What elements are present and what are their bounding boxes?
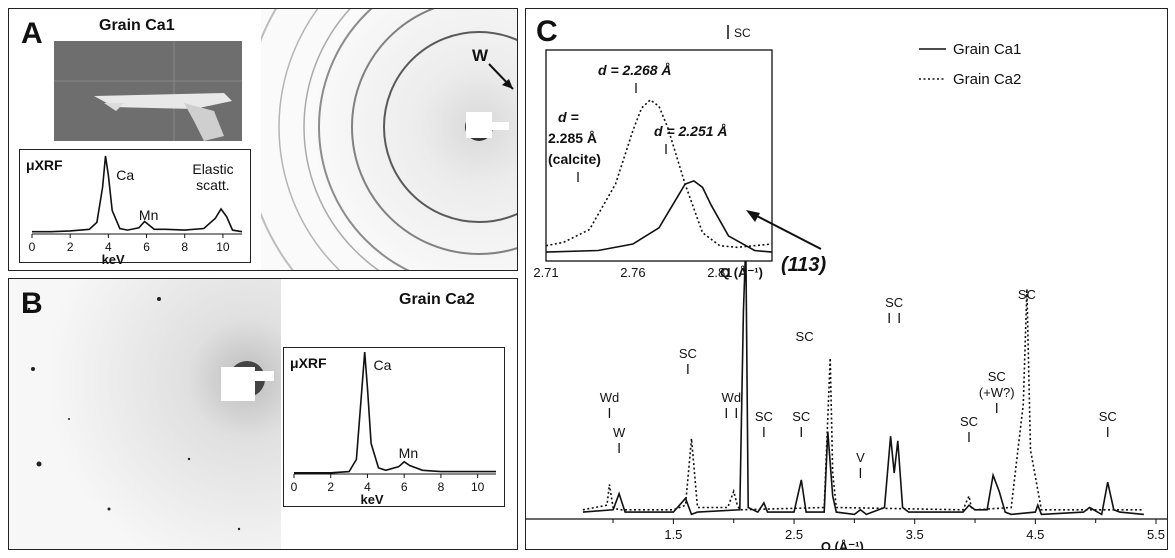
diffraction-pattern-a: W	[261, 9, 517, 270]
panel-c-chart: 1.5 2.5 3.5 4.5 5.5 Q (Å⁻¹) Wd W SC Wd SC SC SC V SC SC…	[526, 25, 1167, 550]
main-tick-label: 5.5	[1147, 527, 1165, 542]
peak-label: SC	[679, 346, 697, 361]
panel-label-c: C	[536, 15, 558, 48]
xrf-tick-label: 8	[438, 480, 445, 494]
peak-label: SC	[755, 409, 773, 424]
xrf-ca-label: Ca	[373, 357, 391, 373]
panel-a: W A Grain Ca1 0 2 4 6 8 10 keV μXRF Ca Mn Elastic s…	[8, 8, 518, 271]
inset-d-left-value: 2.285 Å	[548, 130, 597, 146]
xrf-tick-label: 0	[291, 480, 298, 494]
inset-tick-label: 2.71	[533, 265, 558, 280]
peak-label: SC	[988, 369, 1006, 384]
inset-d-left: d =	[558, 109, 579, 125]
xrf-xlabel: keV	[360, 492, 383, 507]
peak-label: SC	[792, 409, 810, 424]
xrf-tick-label: 6	[143, 240, 150, 254]
xrf-scatt-label: scatt.	[196, 177, 229, 193]
inset-tick-label: 2.81	[707, 265, 732, 280]
xrf-method-label: μXRF	[290, 355, 327, 371]
xrf-tick-label: 10	[216, 240, 230, 254]
inset-xlabel: Q (Å⁻¹)	[720, 265, 763, 280]
xrf-tick-label: 0	[29, 240, 36, 254]
legend-label-ca1: Grain Ca1	[953, 41, 1021, 58]
xrf-spectrum	[294, 351, 496, 474]
peak-label: SC	[885, 295, 903, 310]
legend-label-ca2: Grain Ca2	[953, 71, 1021, 88]
main-series-ca1	[582, 242, 1144, 516]
inset-d-left-note: (calcite)	[548, 151, 601, 167]
xrf-tick-label: 10	[471, 480, 485, 494]
main-xlabel: Q (Å⁻¹)	[821, 539, 864, 550]
xrf-inset-a: 0 2 4 6 8 10 keV μXRF Ca Mn Elastic scatt.	[19, 149, 251, 267]
peak-label: SC	[960, 414, 978, 429]
panel-label-a: A	[21, 17, 43, 50]
main-tick-label: 4.5	[1026, 527, 1044, 542]
inset-series-ca2	[545, 98, 773, 249]
xrf-tick-label: 6	[401, 480, 408, 494]
main-tick-label: 3.5	[906, 527, 924, 542]
peak-label: W	[613, 425, 626, 440]
xrf-mn-label: Mn	[139, 207, 158, 223]
xrf-tick-label: 2	[67, 240, 74, 254]
reflection-arrow	[750, 212, 822, 250]
inset-d-right: d = 2.251 Å	[654, 123, 728, 139]
reflection-arrowhead	[746, 210, 760, 222]
xrf-spectrum	[32, 155, 243, 233]
xrf-tick-label: 4	[105, 240, 112, 254]
inset-tick-label: 2.76	[620, 265, 645, 280]
peak-label: SC	[796, 329, 814, 344]
inset-box	[545, 49, 773, 262]
peak-label: Wd	[722, 390, 742, 405]
panel-c: 1.5 2.5 3.5 4.5 5.5 Q (Å⁻¹) Wd W SC Wd SC SC SC V SC SC…	[525, 8, 1168, 550]
main-tick-label: 1.5	[664, 527, 682, 542]
grain-title-b: Grain Ca2	[399, 291, 475, 308]
peak-label: SC	[1018, 287, 1036, 302]
xrf-tick-label: 8	[181, 240, 188, 254]
main-tick-label: 2.5	[785, 527, 803, 542]
xrf-inset-b: 0 2 4 6 8 10 keV μXRF Ca Mn	[283, 347, 505, 507]
peak-label: Wd	[600, 390, 620, 405]
peak-label-w-question: (+W?)	[979, 385, 1015, 400]
reflection-label: (113)	[781, 254, 827, 276]
grain-title-a: Grain Ca1	[99, 17, 175, 34]
xrf-method-label: μXRF	[26, 157, 63, 173]
xrf-ca-label: Ca	[116, 167, 134, 183]
peak-label: SC	[1099, 409, 1117, 424]
xrf-tick-label: 2	[327, 480, 334, 494]
panel-label-b: B	[21, 287, 43, 320]
xrf-elastic-label: Elastic	[192, 161, 233, 177]
inset-series-ca1	[545, 180, 773, 253]
w-label: W	[472, 46, 489, 65]
panel-b: B Grain Ca2 0 2 4 6 8 10 keV μXRF Ca Mn	[8, 278, 518, 550]
main-series-ca2	[582, 288, 1144, 511]
xrf-mn-label: Mn	[399, 445, 418, 461]
micrograph-a	[54, 41, 242, 141]
peak-label: V	[856, 450, 865, 465]
xrf-tick-label: 4	[364, 480, 371, 494]
sc-key-label: SC	[734, 26, 751, 40]
diffraction-pattern-b	[9, 279, 281, 549]
inset-d-top: d = 2.268 Å	[598, 62, 672, 78]
xrf-xlabel: keV	[102, 252, 125, 264]
